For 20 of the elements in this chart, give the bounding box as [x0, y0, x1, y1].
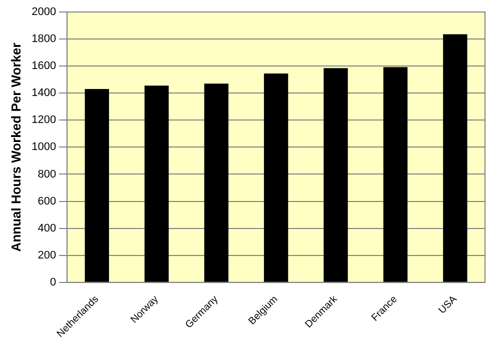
- bar: [204, 84, 228, 282]
- y-tick-label: 800: [38, 168, 56, 180]
- bar: [383, 67, 408, 282]
- x-tick-label: USA: [436, 294, 460, 316]
- y-tick-label: 600: [38, 195, 56, 208]
- bar: [264, 74, 288, 282]
- y-tick-label: 1800: [32, 33, 56, 46]
- y-axis-title: Annual Hours Worked Per Worker: [8, 42, 24, 252]
- y-tick-label: 200: [38, 249, 56, 262]
- y-tick-label: 400: [38, 222, 56, 234]
- y-tick-label: 1400: [32, 87, 56, 100]
- y-tick-label: 1200: [32, 114, 56, 126]
- y-tick-label: 2000: [32, 6, 56, 18]
- y-tick-label: 0: [50, 276, 56, 288]
- bar: [324, 68, 348, 282]
- bar: [144, 86, 169, 282]
- bar: [443, 34, 468, 282]
- y-tick-label: 1000: [32, 141, 56, 154]
- y-tick-label: 1600: [32, 60, 56, 72]
- bar: [84, 89, 110, 282]
